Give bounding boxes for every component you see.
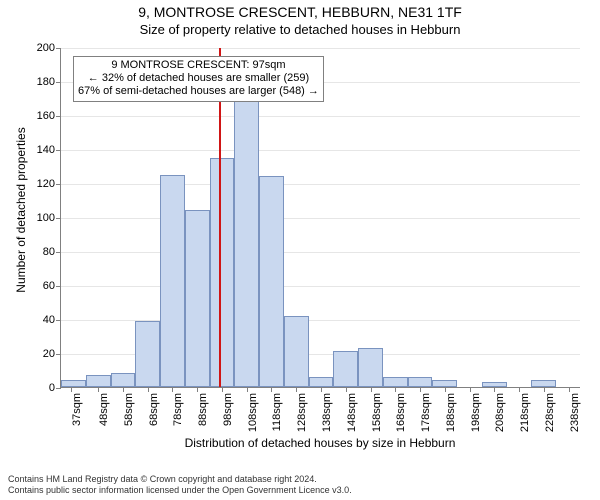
histogram-bar [408, 377, 433, 387]
x-tick-label: 58sqm [123, 393, 135, 426]
x-tick-label: 218sqm [519, 393, 531, 432]
histogram-bar [309, 377, 334, 387]
chart-title: 9, MONTROSE CRESCENT, HEBBURN, NE31 1TF [0, 4, 600, 20]
x-tick [222, 387, 223, 392]
x-tick-label: 188sqm [445, 393, 457, 432]
y-tick-label: 160 [37, 110, 61, 122]
x-tick-label: 158sqm [371, 393, 383, 432]
y-tick-label: 140 [37, 144, 61, 156]
x-tick [271, 387, 272, 392]
y-tick-label: 40 [43, 314, 61, 326]
histogram-bar [185, 210, 210, 387]
histogram-bar [234, 93, 259, 387]
y-tick-label: 80 [43, 246, 61, 258]
annotation-box: 9 MONTROSE CRESCENT: 97sqm ← 32% of deta… [73, 56, 324, 102]
x-tick [247, 387, 248, 392]
gridline [61, 218, 580, 219]
y-tick-label: 0 [49, 382, 61, 394]
y-tick-label: 200 [37, 42, 61, 54]
chart-subtitle: Size of property relative to detached ho… [0, 22, 600, 37]
x-tick [321, 387, 322, 392]
x-tick-label: 138sqm [321, 393, 333, 432]
footer-line-1: Contains HM Land Registry data © Crown c… [8, 474, 352, 485]
y-axis-label: Number of detached properties [14, 40, 28, 380]
gridline [61, 116, 580, 117]
x-tick-label: 68sqm [148, 393, 160, 426]
histogram-bar [333, 351, 358, 387]
histogram-bar [210, 158, 235, 388]
x-tick [371, 387, 372, 392]
histogram-bar [111, 373, 136, 387]
x-tick [569, 387, 570, 392]
histogram-bar [284, 316, 309, 387]
gridline [61, 252, 580, 253]
gridline [61, 286, 580, 287]
x-tick-label: 88sqm [197, 393, 209, 426]
x-tick-label: 48sqm [98, 393, 110, 426]
x-tick [544, 387, 545, 392]
histogram-bar [160, 175, 185, 388]
gridline [61, 150, 580, 151]
x-tick [445, 387, 446, 392]
y-tick-label: 100 [37, 212, 61, 224]
x-tick [148, 387, 149, 392]
annotation-line-2: ← 32% of detached houses are smaller (25… [78, 72, 319, 85]
y-tick-label: 20 [43, 348, 61, 360]
histogram-bar [259, 176, 284, 387]
x-tick-label: 198sqm [470, 393, 482, 432]
y-tick-label: 120 [37, 178, 61, 190]
histogram-bar [135, 321, 160, 387]
x-tick [494, 387, 495, 392]
annotation-line-1: 9 MONTROSE CRESCENT: 97sqm [78, 59, 319, 72]
histogram-bar [383, 377, 408, 387]
x-tick [296, 387, 297, 392]
x-tick-label: 108sqm [247, 393, 259, 432]
histogram-bar [531, 380, 556, 387]
x-tick [519, 387, 520, 392]
y-tick-label: 180 [37, 76, 61, 88]
x-tick [420, 387, 421, 392]
x-tick [346, 387, 347, 392]
chart-container: 9, MONTROSE CRESCENT, HEBBURN, NE31 1TF … [0, 0, 600, 500]
x-tick [172, 387, 173, 392]
gridline [61, 48, 580, 49]
histogram-bar [61, 380, 86, 387]
x-tick-label: 168sqm [395, 393, 407, 432]
histogram-bar [358, 348, 383, 387]
histogram-bar [432, 380, 457, 387]
x-tick [470, 387, 471, 392]
x-tick-label: 148sqm [346, 393, 358, 432]
x-tick-label: 208sqm [494, 393, 506, 432]
x-tick [123, 387, 124, 392]
x-tick [71, 387, 72, 392]
plot-area: 9 MONTROSE CRESCENT: 97sqm ← 32% of deta… [60, 48, 580, 388]
x-tick [98, 387, 99, 392]
footer-credits: Contains HM Land Registry data © Crown c… [8, 474, 352, 496]
x-tick-label: 178sqm [420, 393, 432, 432]
x-tick-label: 118sqm [271, 393, 283, 431]
histogram-bar [86, 375, 111, 387]
x-tick-label: 98sqm [222, 393, 234, 426]
footer-line-2: Contains public sector information licen… [8, 485, 352, 496]
x-tick-label: 37sqm [71, 393, 83, 426]
y-tick-label: 60 [43, 280, 61, 292]
x-axis-label: Distribution of detached houses by size … [60, 436, 580, 450]
annotation-line-3: 67% of semi-detached houses are larger (… [78, 85, 319, 98]
x-tick [395, 387, 396, 392]
x-tick-label: 238sqm [569, 393, 581, 432]
x-tick [197, 387, 198, 392]
gridline [61, 184, 580, 185]
x-tick-label: 228sqm [544, 393, 556, 432]
x-tick-label: 128sqm [296, 393, 308, 432]
x-tick-label: 78sqm [172, 393, 184, 426]
